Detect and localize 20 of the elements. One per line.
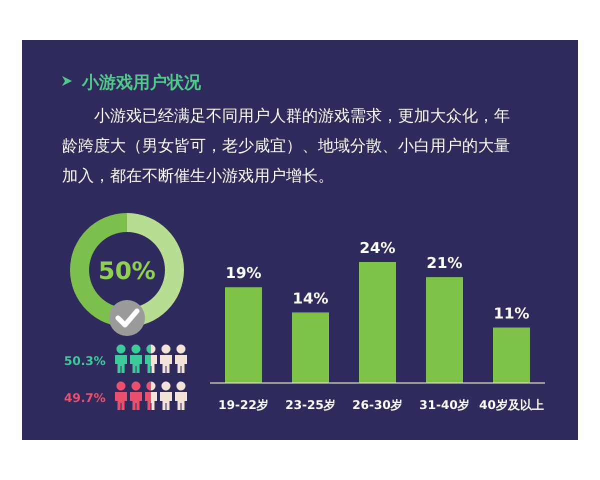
bar [225,287,262,383]
data-label: 21% [426,254,462,272]
text: 50.3% [64,354,106,368]
bar [493,328,530,383]
text: 49.7% [64,391,106,405]
text: 50% [98,257,156,285]
x-tick-label: 26-30岁 [352,398,403,412]
x-tick-label: 40岁及以上 [479,398,544,412]
x-tick-label: 31-40岁 [419,398,470,412]
bar [426,277,463,383]
chart-title: 小游戏用户状况 [81,73,202,93]
data-label: 14% [292,289,328,308]
data-label: 11% [494,304,530,323]
x-tick-label: 23-25岁 [285,398,336,412]
data-label: 19% [226,264,262,282]
text: 小游戏已经满足不同用户人群的游戏需求，更加大众化，年龄跨度大（男女皆可，老少咸宜）、地域分散、小白用户的大量加入，都在不断催生小游戏用户增长。 [62,106,510,185]
data-label: 24% [360,239,396,257]
x-tick-label: 19-22岁 [218,398,269,412]
bar [359,262,396,383]
bar [292,312,329,383]
